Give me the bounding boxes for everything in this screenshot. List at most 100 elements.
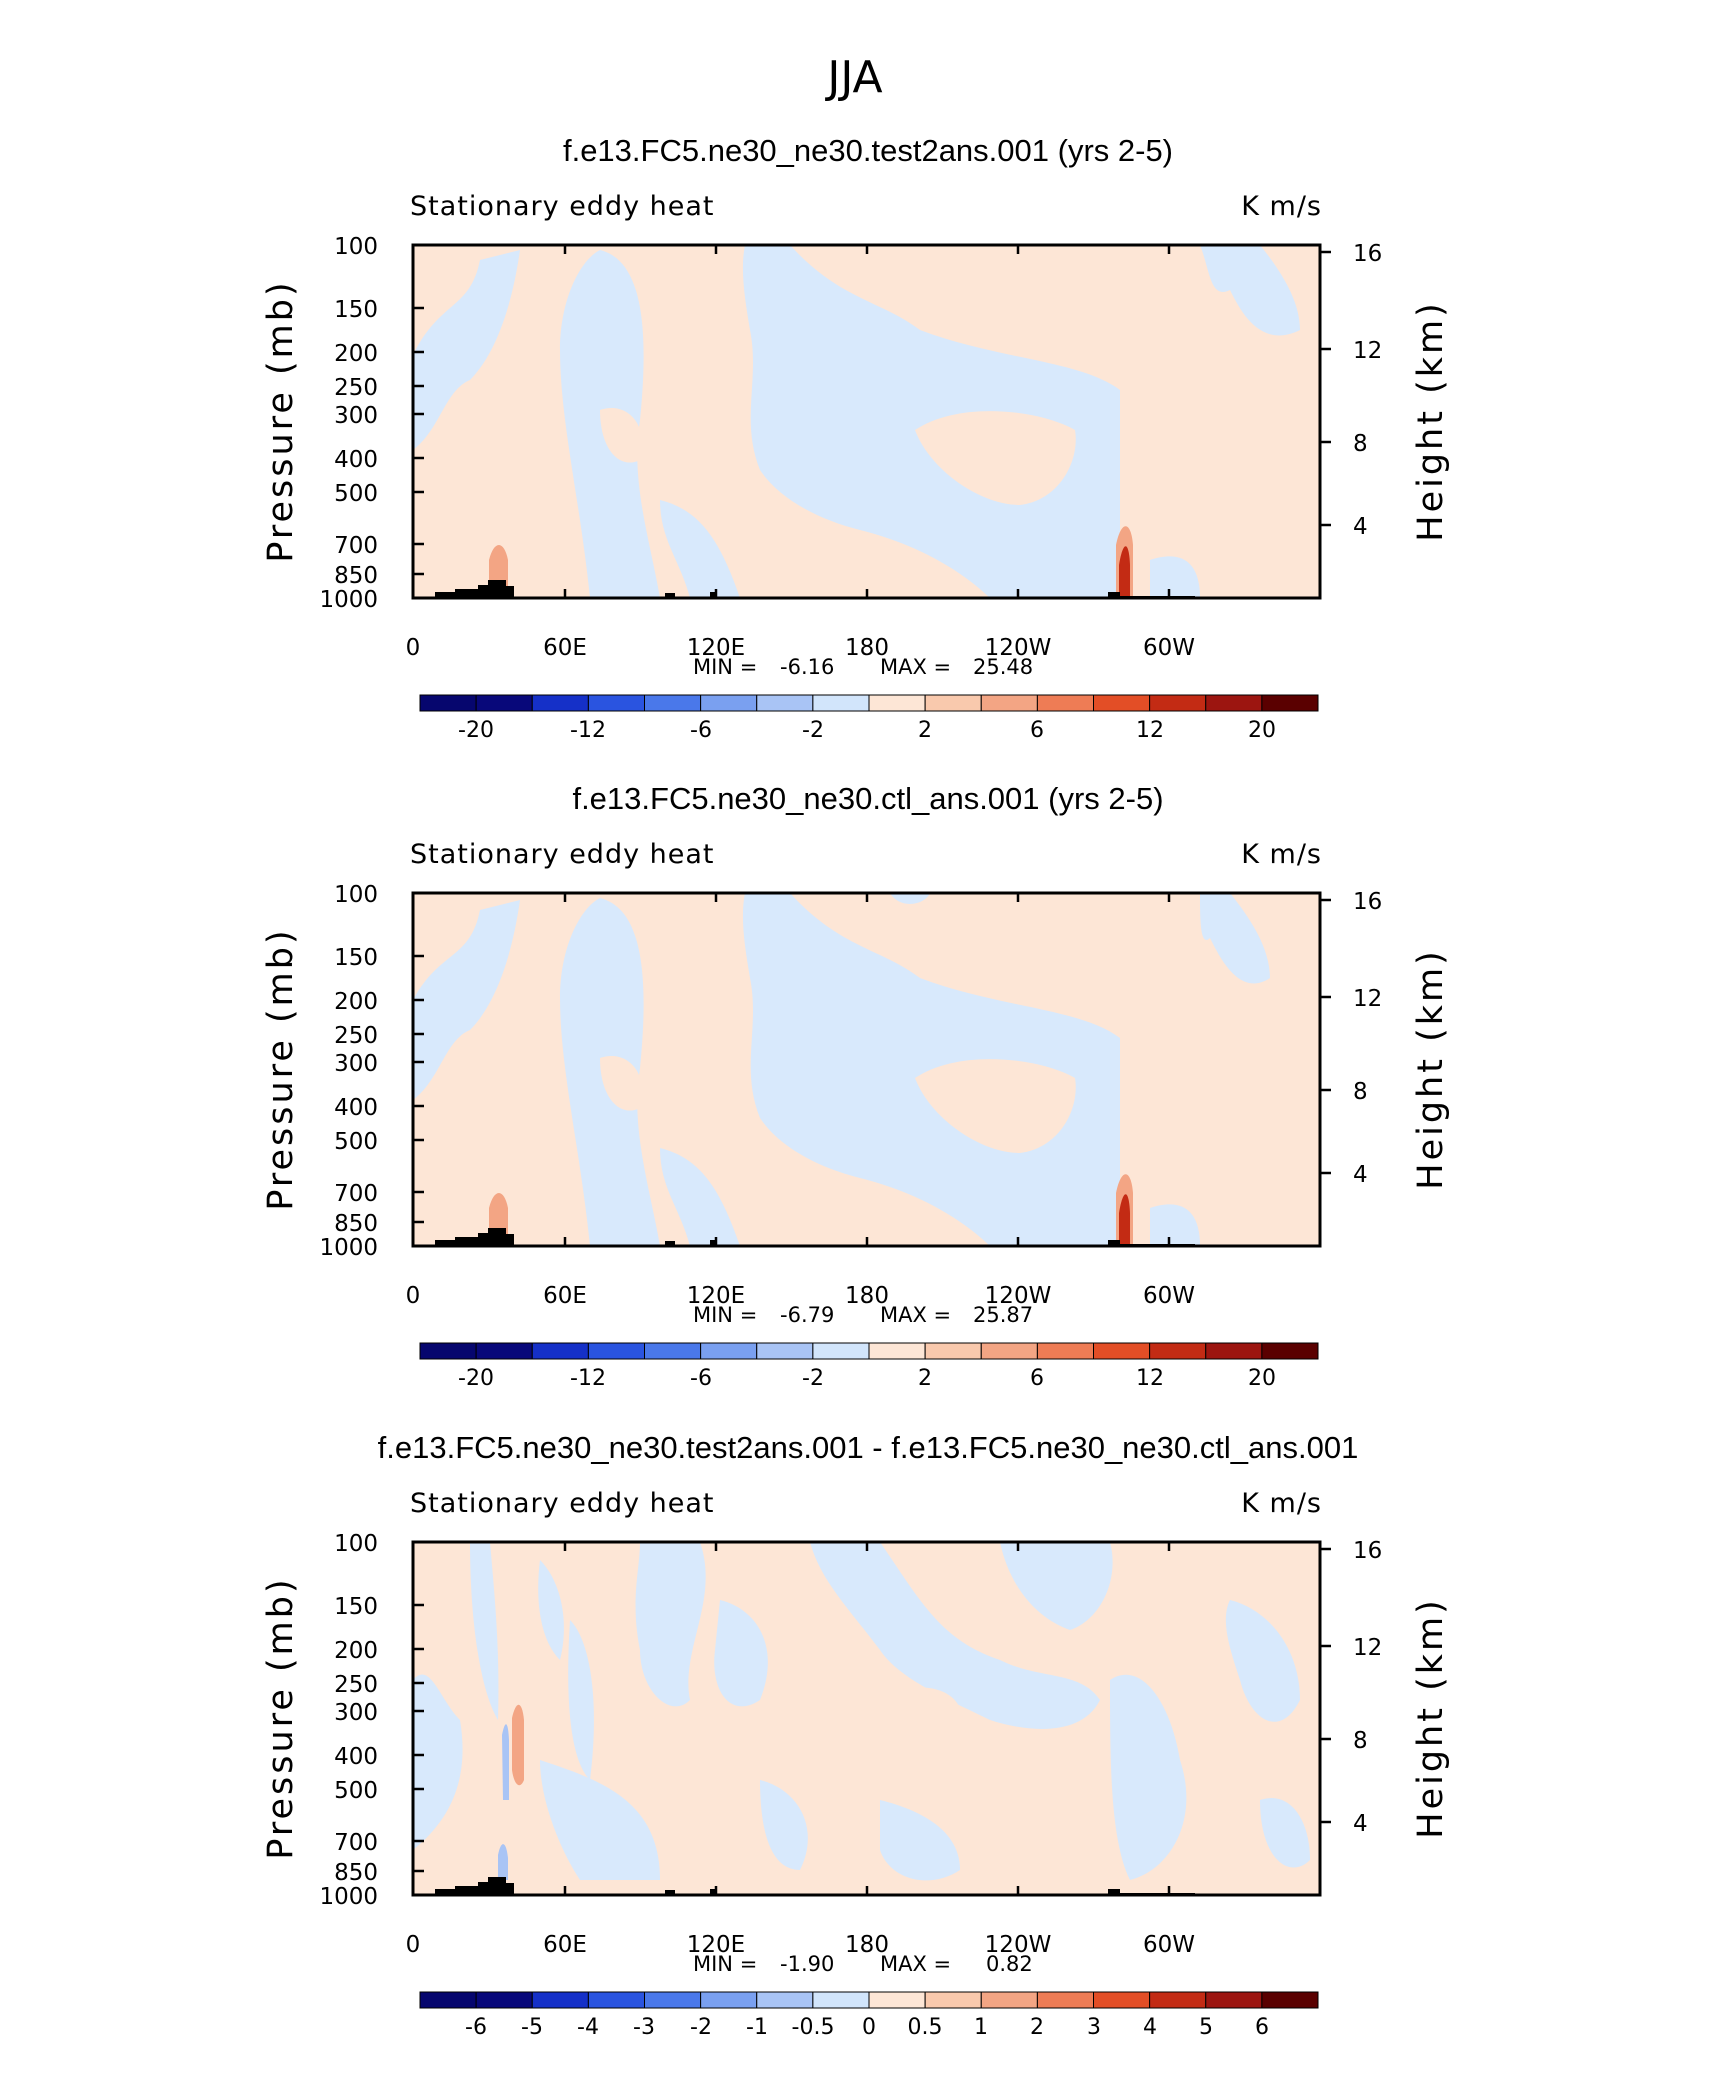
colorbar-label: 2 — [918, 718, 932, 743]
panel-title: f.e13.FC5.ne30_ne30.test2ans.001 - f.e13… — [378, 1430, 1359, 1465]
colorbar-box — [1036, 1991, 1095, 2009]
plot-area — [411, 1540, 1322, 1897]
y-tick-label: 400 — [334, 1744, 378, 1770]
height-tick-label: 4 — [1353, 514, 1368, 540]
colorbar-box — [475, 694, 533, 712]
y-tick-label: 150 — [334, 297, 378, 323]
height-tick-label: 16 — [1353, 889, 1382, 915]
y-tick-label: 700 — [334, 533, 378, 559]
colorbar-label: -12 — [570, 718, 606, 743]
panel-units: K m/s — [1241, 1488, 1322, 1519]
colorbar-label: -12 — [570, 1366, 606, 1391]
x-tick-labels: 0 60E 120E 180 120W 60W — [406, 635, 1195, 661]
y-tick-label: 150 — [334, 945, 378, 971]
colorbar-box — [924, 1991, 982, 2009]
panel-3: f.e13.FC5.ne30_ne30.test2ans.001 - f.e13… — [261, 1430, 1451, 2040]
panel-title: f.e13.FC5.ne30_ne30.ctl_ans.001 (yrs 2-5… — [572, 781, 1163, 816]
height-tick-label: 8 — [1353, 431, 1368, 457]
panel-subtitle-left: Stationary eddy heat — [410, 839, 715, 870]
colorbar-label: 1 — [974, 2015, 988, 2040]
colorbar-label: -2 — [802, 1366, 824, 1391]
colorbar-box — [924, 1342, 982, 1360]
colorbar-box — [475, 1342, 533, 1360]
min-label: MIN = — [693, 655, 757, 679]
colorbar-labels: -20 -12 -6 -2 2 6 12 20 — [458, 718, 1276, 743]
height-tick-label: 12 — [1353, 986, 1382, 1012]
y-tick-labels: 100 150 200 250 300 400 500 700 850 1000 — [319, 882, 378, 1261]
min-value: -6.16 — [780, 655, 834, 679]
colorbar-label: 3 — [1087, 2015, 1101, 2040]
height-tick-label: 12 — [1353, 1635, 1382, 1661]
min-label: MIN = — [693, 1303, 757, 1327]
x-tick-label: 120E — [687, 635, 745, 661]
colorbar-box — [980, 1342, 1038, 1360]
x-tick-label: 120W — [985, 1932, 1052, 1958]
y-tick-label: 300 — [334, 1700, 378, 1726]
colorbar-box — [1036, 1342, 1095, 1360]
height-tick-label: 8 — [1353, 1728, 1368, 1754]
colorbar-label: 4 — [1143, 2015, 1157, 2040]
y-tick-label: 400 — [334, 1095, 378, 1121]
colorbar-label: 20 — [1248, 718, 1276, 743]
colorbar-box — [1261, 1991, 1319, 2009]
colorbar-box — [980, 1991, 1038, 2009]
colorbar-box — [700, 1991, 758, 2009]
x-tick-label: 60W — [1143, 1932, 1195, 1958]
colorbar-box — [1093, 694, 1151, 712]
colorbar-box — [812, 1342, 870, 1360]
x-tick-label: 60E — [543, 1283, 587, 1309]
colorbar-box — [1205, 694, 1263, 712]
colorbar-box — [1261, 1342, 1319, 1360]
y-axis-label-right: Height (km) — [1411, 948, 1451, 1190]
y-axis-label: Pressure (mb) — [261, 1576, 301, 1859]
x-tick-label: 0 — [406, 635, 421, 661]
colorbar-box — [531, 1991, 589, 2009]
colorbar-label: -2 — [802, 718, 824, 743]
y-tick-label: 1000 — [319, 587, 378, 613]
y-tick-labels: 100 150 200 250 300 400 500 700 850 1000 — [319, 1531, 378, 1910]
x-tick-label: 0 — [406, 1283, 421, 1309]
y-tick-label: 500 — [334, 481, 378, 507]
colorbar-label: -4 — [577, 2015, 599, 2040]
colorbar — [419, 1342, 1319, 1360]
axis-ticks — [411, 243, 1331, 600]
x-tick-labels: 0 60E 120E 180 120W 60W — [406, 1283, 1195, 1309]
colorbar-box — [1036, 694, 1095, 712]
colorbar-label: -20 — [458, 1366, 494, 1391]
colorbar — [419, 1991, 1319, 2009]
y-tick-label: 850 — [334, 1860, 378, 1886]
colorbar-label: -0.5 — [792, 2015, 835, 2040]
panel-1: f.e13.FC5.ne30_ne30.test2ans.001 (yrs 2-… — [261, 133, 1451, 743]
x-tick-labels: 0 60E 120E 180 120W 60W — [406, 1932, 1195, 1958]
y-tick-label: 850 — [334, 563, 378, 589]
min-value: -1.90 — [780, 1952, 834, 1976]
y-tick-label: 200 — [334, 989, 378, 1015]
y-tick-labels-right: 16 12 8 4 — [1353, 1538, 1382, 1837]
y-tick-label: 400 — [334, 447, 378, 473]
y-axis-label-right: Height (km) — [1411, 300, 1451, 542]
colorbar-label: 12 — [1136, 718, 1164, 743]
colorbar-box — [1149, 1342, 1207, 1360]
y-tick-labels-right: 16 12 8 4 — [1353, 241, 1382, 540]
colorbar-label: 2 — [1030, 2015, 1044, 2040]
colorbar — [419, 694, 1319, 712]
height-tick-label: 4 — [1353, 1162, 1368, 1188]
colorbar-box — [700, 1342, 758, 1360]
colorbar-box — [924, 694, 982, 712]
colorbar-box — [1093, 1991, 1151, 2009]
colorbar-label: 12 — [1136, 1366, 1164, 1391]
y-tick-label: 500 — [334, 1129, 378, 1155]
colorbar-box — [868, 1991, 926, 2009]
y-tick-label: 850 — [334, 1211, 378, 1237]
y-tick-label: 300 — [334, 403, 378, 429]
y-tick-label: 500 — [334, 1778, 378, 1804]
colorbar-box — [419, 1342, 477, 1360]
y-tick-labels-right: 16 12 8 4 — [1353, 889, 1382, 1188]
colorbar-box — [868, 694, 926, 712]
max-value: 0.82 — [986, 1952, 1033, 1976]
x-tick-label: 180 — [845, 1283, 889, 1309]
x-tick-label: 0 — [406, 1932, 421, 1958]
colorbar-box — [644, 1991, 702, 2009]
max-value: 25.87 — [973, 1303, 1033, 1327]
